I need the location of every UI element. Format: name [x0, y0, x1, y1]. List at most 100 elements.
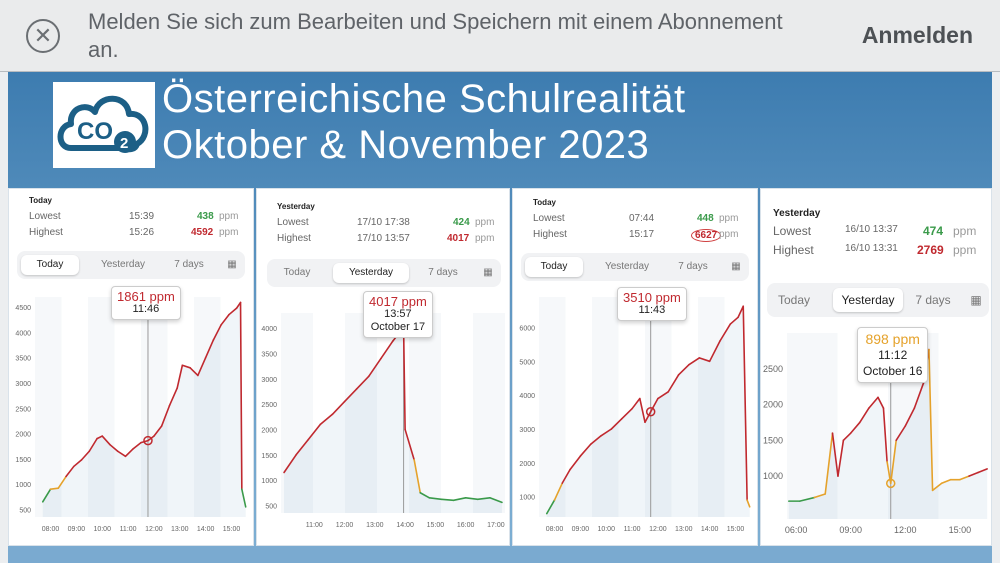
series-line-segment	[402, 326, 406, 431]
grid-band	[787, 333, 838, 519]
calendar-icon[interactable]: ▦	[227, 259, 237, 270]
tooltip-value: 1861 ppm	[117, 289, 175, 304]
highest-label: Highest	[29, 227, 63, 238]
x-tick-label: 12:00	[145, 526, 163, 533]
series-line-segment	[849, 421, 861, 434]
highest-time: 17/10 13:57	[357, 233, 410, 244]
x-tick-label: 08:00	[42, 526, 60, 533]
series-line-segment	[600, 428, 613, 437]
series-line-segment	[440, 498, 455, 502]
series-line-segment	[307, 423, 322, 441]
series-line-segment	[742, 305, 748, 501]
x-tick-label: 09:00	[68, 526, 86, 533]
highest-unit: ppm	[719, 229, 739, 240]
x-tick-label: 13:00	[675, 526, 693, 533]
chart-tooltip: 3510 ppm 11:43	[617, 287, 687, 321]
series-line-segment	[160, 404, 171, 427]
series-line-segment	[116, 450, 127, 458]
period-label: Today	[533, 198, 556, 207]
tab-yesterday[interactable]: Yesterday	[100, 259, 146, 270]
chart-tooltip: 1861 ppm 11:46	[111, 286, 181, 320]
series-line-segment	[380, 340, 394, 360]
calendar-icon[interactable]: ▦	[731, 261, 741, 272]
highest-label: Highest	[533, 229, 567, 240]
series-line-segment	[413, 459, 422, 494]
series-line-segment	[842, 432, 852, 442]
login-button[interactable]: Anmelden	[861, 22, 973, 48]
series-line-segment	[657, 390, 670, 400]
series-line-segment	[895, 425, 907, 442]
series-line-segment	[831, 432, 839, 477]
tab-today[interactable]: Today	[21, 255, 79, 275]
series-line-segment	[569, 455, 582, 471]
tab-today[interactable]: Today	[525, 257, 583, 277]
tab-7-days[interactable]: 7 days	[428, 267, 458, 278]
series-line-segment	[331, 400, 346, 416]
grid-band	[698, 297, 725, 517]
lowest-label: Lowest	[277, 217, 309, 228]
y-tick-label: 4500	[15, 305, 31, 312]
calendar-icon[interactable]: ▦	[970, 293, 982, 307]
x-tick-label: 13:00	[171, 526, 189, 533]
grid-band	[539, 297, 566, 517]
tooltip-time: 11:46	[132, 303, 160, 315]
series-line-segment	[239, 301, 243, 490]
lowest-unit: ppm	[719, 213, 739, 224]
y-tick-label: 1000	[15, 482, 31, 489]
x-tick-label: 11:00	[120, 526, 137, 533]
series-line-segment	[49, 487, 60, 490]
tooltip-time: 11:43	[638, 304, 666, 316]
co2-cloud-logo: CO 2	[53, 82, 155, 168]
calendar-icon[interactable]: ▦	[483, 267, 493, 278]
tab-7-days[interactable]: 7 days	[174, 259, 204, 270]
slide: CO 2 Österreichische Schulrealität Oktob…	[8, 72, 992, 563]
tab-7-days[interactable]: 7 days	[678, 261, 708, 272]
series-line-segment	[464, 497, 479, 501]
series-line-segment	[80, 450, 91, 461]
slide-footer-strip	[8, 546, 992, 563]
highest-label: Highest	[773, 243, 814, 257]
series-line-segment	[181, 364, 191, 369]
series-line-segment	[688, 357, 701, 366]
co2-panel-1: Today Lowest 15:39 438 ppm Highest 15:26…	[8, 188, 254, 546]
series-line-segment	[644, 410, 652, 424]
series-line-segment	[940, 478, 952, 485]
tooltip-point-marker	[885, 478, 896, 489]
tab-yesterday[interactable]: Yesterday	[604, 261, 650, 272]
series-line-segment	[813, 493, 827, 499]
x-tick-label: 15:00	[949, 525, 972, 535]
y-tick-label: 1000	[261, 478, 277, 485]
series-line-segment	[176, 364, 184, 389]
series-line-segment	[124, 447, 135, 458]
x-tick-label: 11:00	[624, 526, 641, 533]
grid-band	[35, 297, 62, 517]
y-tick-label: 4000	[519, 393, 535, 400]
range-tabs: Today Yesterday 7 days ▦	[17, 251, 245, 279]
close-icon[interactable]: ✕	[26, 19, 60, 53]
series-line-segment	[579, 443, 592, 457]
series-line-segment	[72, 459, 83, 468]
series-line-segment	[729, 316, 739, 325]
highest-unit: ppm	[953, 243, 977, 257]
series-line-segment	[959, 475, 970, 481]
series-line-segment	[452, 497, 467, 502]
series-line-segment	[824, 432, 834, 495]
series-line-segment	[649, 397, 659, 413]
series-line-segment	[904, 407, 916, 427]
subscription-banner: ✕ Melden Sie sich zum Bearbeiten und Spe…	[0, 0, 1000, 72]
grid-band	[592, 297, 619, 517]
tab-7-days[interactable]: 7 days	[915, 293, 951, 307]
tab-yesterday[interactable]: Yesterday	[833, 288, 903, 312]
series-line-segment	[837, 439, 845, 477]
tab-yesterday[interactable]: Yesterday	[333, 263, 409, 283]
tooltip-time: 11:12	[878, 348, 908, 362]
series-line-segment	[343, 388, 358, 403]
x-tick-label: 09:00	[572, 526, 590, 533]
tab-today[interactable]: Today	[283, 267, 311, 278]
series-line-segment	[355, 375, 370, 390]
tab-today[interactable]: Today	[777, 293, 811, 307]
y-tick-label: 5000	[519, 359, 535, 366]
series-line-segment	[737, 305, 745, 319]
series-line-segment	[708, 340, 721, 363]
y-tick-label: 3000	[519, 427, 535, 434]
